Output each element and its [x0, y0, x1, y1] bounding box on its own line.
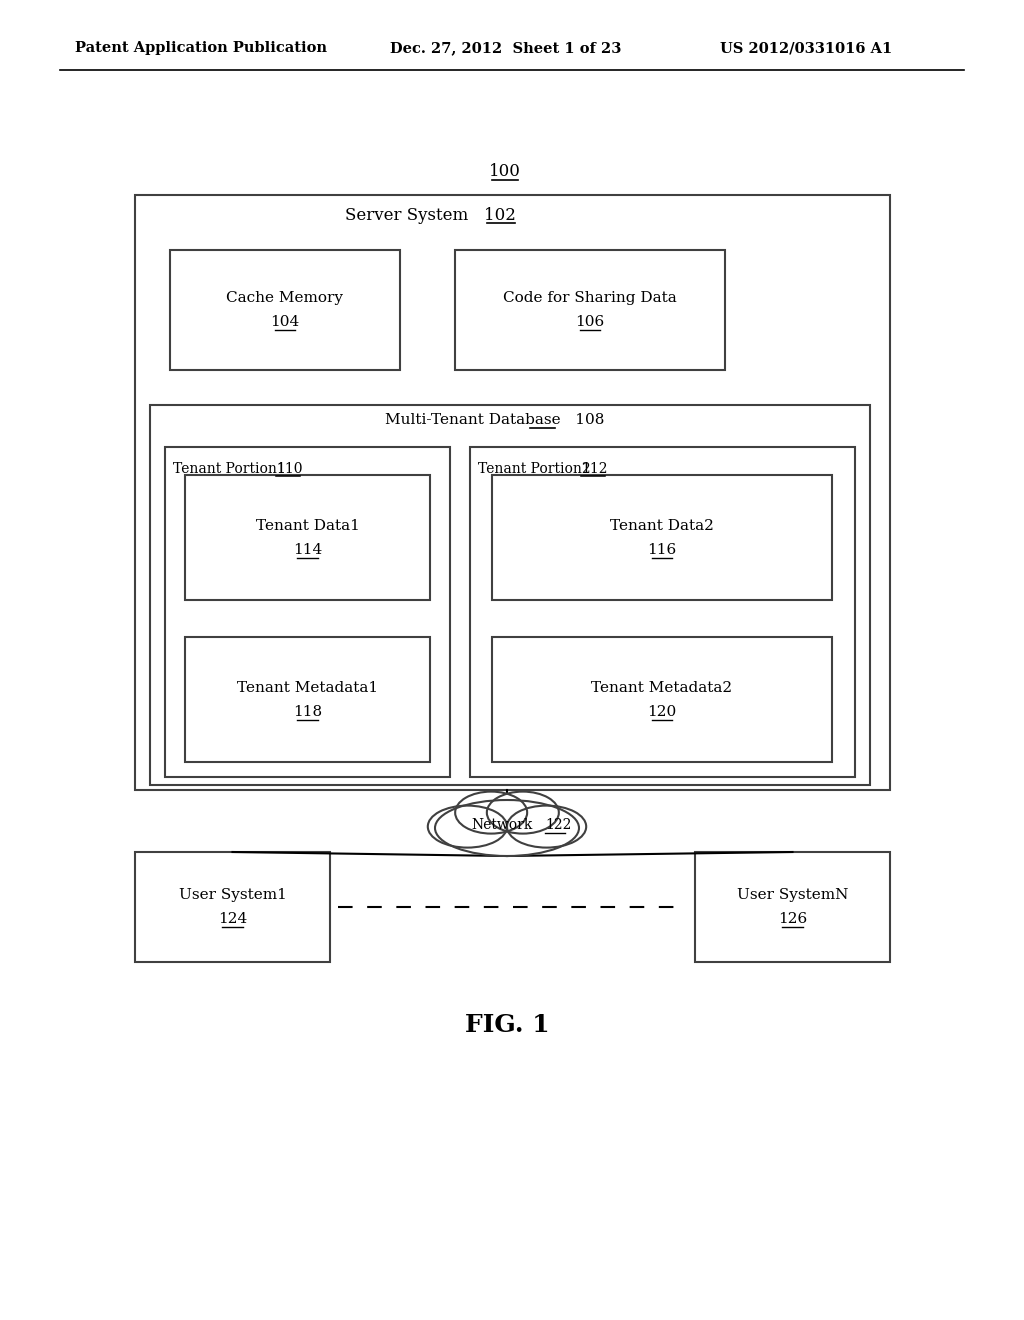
Text: 122: 122 [545, 818, 571, 832]
Text: Tenant Portion1: Tenant Portion1 [173, 462, 286, 477]
Text: Tenant Metadata1: Tenant Metadata1 [237, 681, 378, 694]
FancyBboxPatch shape [150, 405, 870, 785]
FancyBboxPatch shape [185, 638, 430, 762]
Text: 124: 124 [218, 912, 247, 927]
Text: Multi-Tenant Database   108: Multi-Tenant Database 108 [385, 413, 605, 426]
Text: 120: 120 [647, 705, 677, 718]
Ellipse shape [428, 805, 507, 847]
FancyBboxPatch shape [492, 638, 831, 762]
Text: Cache Memory: Cache Memory [226, 290, 343, 305]
FancyBboxPatch shape [492, 475, 831, 601]
Text: Patent Application Publication: Patent Application Publication [75, 41, 327, 55]
FancyBboxPatch shape [135, 851, 330, 962]
Text: 114: 114 [293, 543, 323, 557]
Text: 112: 112 [581, 462, 607, 477]
Text: Tenant Metadata2: Tenant Metadata2 [592, 681, 732, 694]
Text: 118: 118 [293, 705, 323, 718]
Text: 116: 116 [647, 543, 677, 557]
Ellipse shape [507, 805, 586, 847]
Text: 104: 104 [270, 315, 300, 329]
Text: US 2012/0331016 A1: US 2012/0331016 A1 [720, 41, 892, 55]
Text: Dec. 27, 2012  Sheet 1 of 23: Dec. 27, 2012 Sheet 1 of 23 [390, 41, 622, 55]
Text: Tenant Portion2: Tenant Portion2 [478, 462, 591, 477]
Text: Tenant Data1: Tenant Data1 [256, 519, 359, 532]
FancyBboxPatch shape [185, 475, 430, 601]
FancyBboxPatch shape [165, 447, 450, 777]
FancyBboxPatch shape [695, 851, 890, 962]
FancyBboxPatch shape [170, 249, 400, 370]
Text: Code for Sharing Data: Code for Sharing Data [503, 290, 677, 305]
FancyBboxPatch shape [470, 447, 855, 777]
Text: User SystemN: User SystemN [737, 888, 848, 902]
Text: Server System   102: Server System 102 [344, 206, 515, 223]
Ellipse shape [455, 792, 527, 834]
Text: FIG. 1: FIG. 1 [465, 1012, 549, 1038]
Text: 126: 126 [778, 912, 807, 927]
Text: User System1: User System1 [178, 888, 287, 902]
Text: 100: 100 [489, 164, 521, 181]
FancyBboxPatch shape [135, 195, 890, 789]
Ellipse shape [486, 792, 559, 834]
Text: Network: Network [471, 818, 532, 832]
FancyBboxPatch shape [455, 249, 725, 370]
Ellipse shape [435, 800, 579, 855]
Text: 110: 110 [276, 462, 302, 477]
Text: 106: 106 [575, 315, 604, 329]
Text: Tenant Data2: Tenant Data2 [610, 519, 714, 532]
